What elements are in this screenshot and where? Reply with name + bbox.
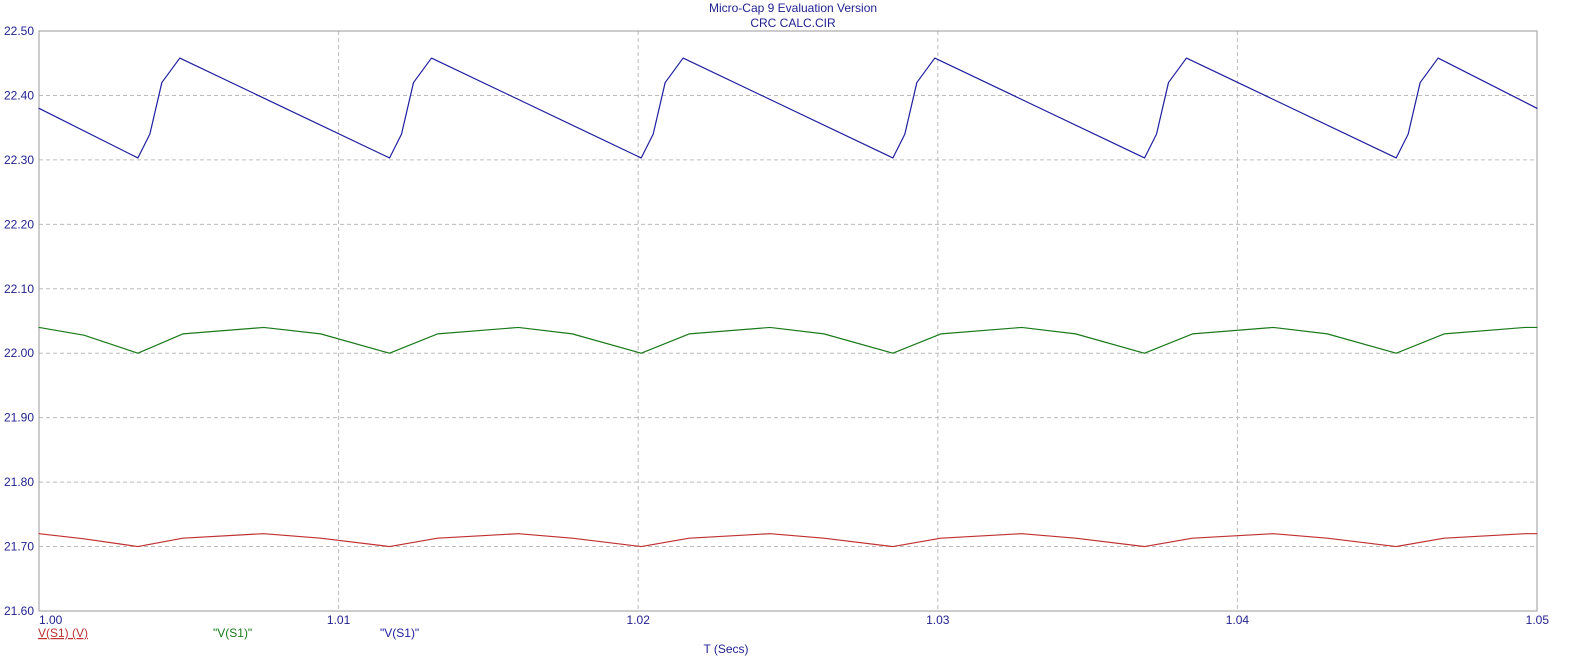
x-tick-label: 1.00 bbox=[39, 613, 63, 627]
y-tick-label: 21.70 bbox=[4, 540, 34, 554]
y-tick-label: 21.60 bbox=[4, 604, 34, 618]
legend-entry-2: "V(S1)" bbox=[213, 626, 252, 640]
y-tick-label: 22.00 bbox=[4, 346, 34, 360]
x-tick-label: 1.05 bbox=[1526, 613, 1550, 627]
grid-lines bbox=[39, 31, 1537, 611]
y-tick-label: 21.80 bbox=[4, 475, 34, 489]
x-axis-title: T (Secs) bbox=[703, 642, 748, 656]
y-tick-label: 22.40 bbox=[4, 88, 34, 102]
x-tick-label: 1.02 bbox=[627, 613, 651, 627]
series-line-1 bbox=[38, 533, 1538, 548]
x-tick-label: 1.04 bbox=[1226, 613, 1250, 627]
series-line-2 bbox=[38, 326, 1538, 354]
x-tick-label: 1.03 bbox=[926, 613, 950, 627]
y-tick-label: 22.50 bbox=[4, 24, 34, 38]
y-tick-label: 22.30 bbox=[4, 153, 34, 167]
legend-entry-3: "V(S1)" bbox=[380, 626, 419, 640]
x-tick-label: 1.01 bbox=[327, 613, 351, 627]
chart-subtitle: CRC CALC.CIR bbox=[750, 16, 836, 30]
chart-title: Micro-Cap 9 Evaluation Version bbox=[709, 1, 877, 15]
x-axis-tick-labels: 1.00 1.01 1.02 1.03 1.04 1.05 bbox=[39, 613, 1549, 627]
legend-entry-1: V(S1) (V) bbox=[38, 626, 88, 640]
y-axis-tick-labels: 22.50 22.40 22.30 22.20 22.10 22.00 21.90 21.80… bbox=[4, 24, 34, 618]
plot-frame bbox=[38, 30, 1538, 612]
y-tick-label: 22.20 bbox=[4, 217, 34, 231]
legend: V(S1) (V) "V(S1)" "V(S1)" bbox=[38, 626, 419, 640]
y-tick-label: 21.90 bbox=[4, 411, 34, 425]
series-line-3 bbox=[38, 57, 1538, 159]
series-lines bbox=[38, 57, 1538, 548]
y-tick-label: 22.10 bbox=[4, 282, 34, 296]
